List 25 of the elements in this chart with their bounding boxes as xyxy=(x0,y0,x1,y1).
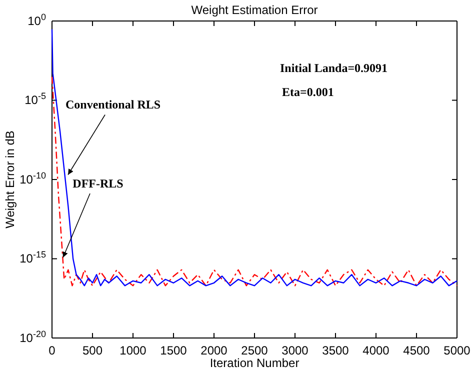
line-series xyxy=(51,76,458,286)
y-tick-label: 10$^{-5}$ xyxy=(24,91,46,108)
annotation: Initial Landa=0.9091 xyxy=(280,61,388,75)
x-tick-label: 2500 xyxy=(241,344,268,358)
x-tick-label: 5000 xyxy=(444,344,471,358)
x-tick-label: 3500 xyxy=(322,344,350,358)
line-series xyxy=(51,28,458,286)
annotation: Conventional RLS xyxy=(66,98,161,112)
y-tick-label: 10$^{0}$ xyxy=(28,12,46,28)
x-tick-label: 1500 xyxy=(160,344,188,358)
x-tick-label: 2000 xyxy=(200,344,228,358)
annotation: Eta=0.001 xyxy=(282,85,334,99)
y-tick-label: 10$^{-10}$ xyxy=(20,170,46,186)
y-tick-label: 10$^{-20}$ xyxy=(20,328,46,345)
y-tick-label: 10$^{-15}$ xyxy=(20,250,46,266)
x-tick-label: 4000 xyxy=(362,344,390,358)
x-tick-label: 3000 xyxy=(282,344,309,358)
x-tick-label: 0 xyxy=(48,344,56,358)
annotation: DFF-RLS xyxy=(72,176,124,190)
y-axis-title: Weight Error in dB xyxy=(3,130,17,228)
x-tick-label: 1000 xyxy=(120,344,147,358)
x-axis-title: Iteration Number xyxy=(210,356,300,370)
chart-title: Weight Estimation Error xyxy=(191,3,318,17)
x-tick-label: 500 xyxy=(82,344,103,358)
x-tick-label: 4500 xyxy=(403,344,430,358)
